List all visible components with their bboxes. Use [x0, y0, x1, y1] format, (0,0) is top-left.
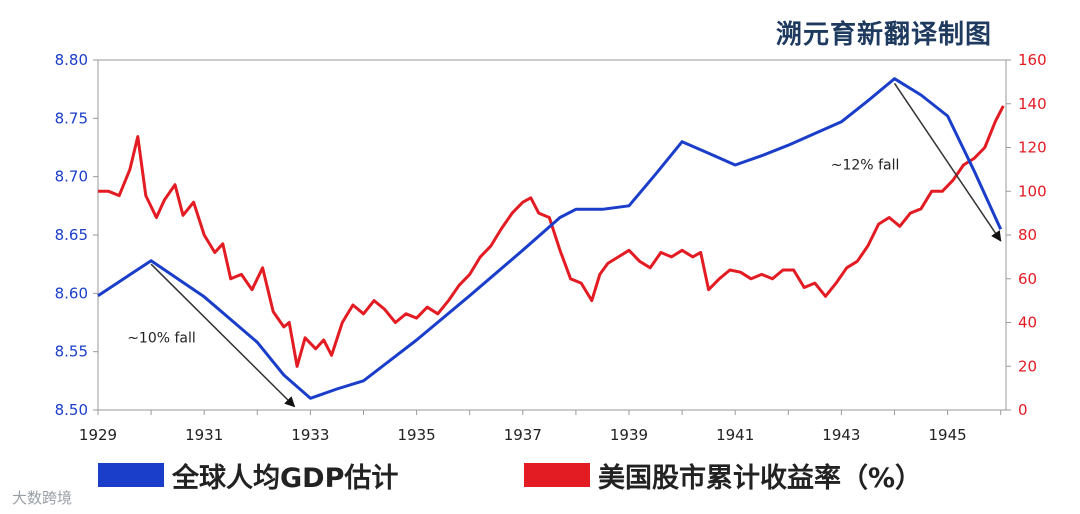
left-tick-label: 8.65 [55, 226, 88, 244]
right-tick-label: 20 [1018, 357, 1037, 375]
x-tick-label: 1931 [185, 426, 223, 444]
x-tick-label: 1939 [610, 426, 648, 444]
plot-frame [97, 59, 1007, 411]
gdp-series-line [97, 77, 1003, 400]
left-axis-ticks: 8.50 8.55 8.60 8.65 8.70 8.75 8.80 [55, 51, 98, 419]
right-tick-label: 60 [1018, 270, 1037, 288]
right-tick-label: 100 [1018, 182, 1047, 200]
x-tick-label: 1935 [398, 426, 436, 444]
legend-item-gdp: 全球人均GDP估计 [98, 455, 398, 495]
chart: 8.50 8.55 8.60 8.65 8.70 8.75 8.80 0 20 40 60 80 10… [55, 51, 1047, 444]
x-axis-ticks: 1929 1931 1933 1935 1937 1939 1941 1943 1945 [79, 410, 1002, 444]
legend-label-stock: 美国股市累计收益率（%） [598, 462, 923, 494]
series-layer [97, 77, 1005, 400]
annotation-layer: ~10% fall ~12% fall [127, 82, 1002, 408]
right-tick-label: 140 [1018, 95, 1047, 113]
annotation-label: ~12% fall [831, 158, 900, 174]
x-tick-label: 1941 [716, 426, 754, 444]
stock-series-line [98, 105, 1005, 368]
legend-label-gdp: 全球人均GDP估计 [172, 462, 399, 494]
left-tick-label: 8.75 [55, 109, 88, 127]
x-tick-label: 1929 [79, 426, 117, 444]
annotation-arrow [150, 263, 296, 408]
legend-swatch-gdp [98, 463, 164, 487]
left-tick-label: 8.80 [55, 51, 88, 69]
x-tick-label: 1933 [291, 426, 329, 444]
x-tick-label: 1945 [928, 426, 966, 444]
annotation-arrow [893, 82, 1002, 242]
brand-title: 溯元育新翻译制图 [775, 20, 992, 50]
left-tick-label: 8.70 [55, 168, 88, 186]
left-tick-label: 8.50 [55, 401, 88, 419]
x-tick-label: 1943 [822, 426, 860, 444]
left-tick-label: 8.60 [55, 284, 88, 302]
footer-logo: 大数跨境 [12, 489, 73, 507]
x-tick-label: 1937 [504, 426, 542, 444]
right-tick-label: 120 [1018, 139, 1047, 157]
annotation-label: ~10% fall [127, 330, 196, 346]
legend-swatch-stock [524, 463, 590, 487]
left-tick-label: 8.55 [55, 343, 88, 361]
right-tick-label: 80 [1018, 226, 1037, 244]
right-tick-label: 160 [1018, 51, 1047, 69]
right-axis-ticks: 0 20 40 60 80 100 120 140 160 [1006, 51, 1047, 419]
legend-item-stock: 美国股市累计收益率（%） [524, 455, 922, 495]
right-tick-label: 40 [1018, 314, 1037, 332]
right-tick-label: 0 [1018, 401, 1028, 419]
